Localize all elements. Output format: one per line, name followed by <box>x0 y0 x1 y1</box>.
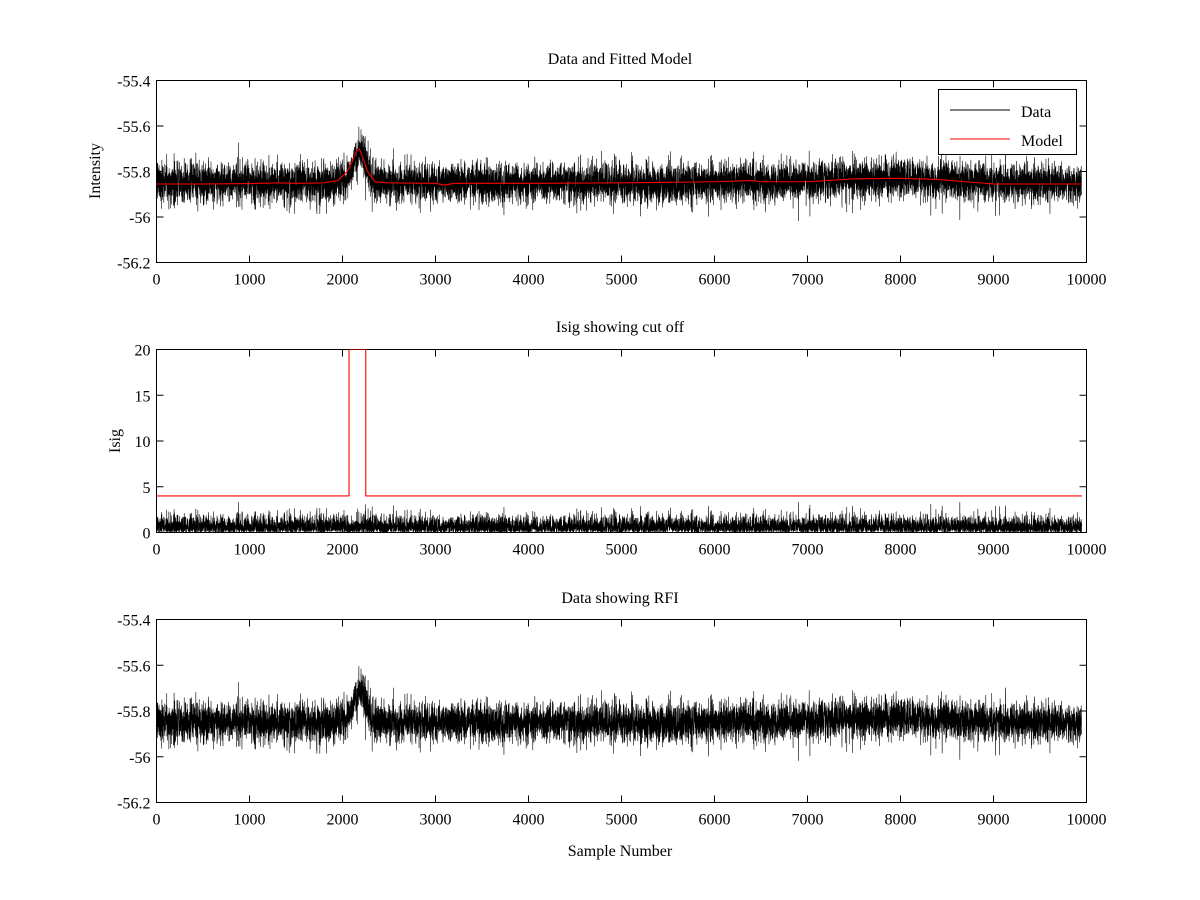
panel-title: Isig showing cut off <box>556 319 685 336</box>
series-cut-off-line <box>156 349 1082 497</box>
panel-title: Data showing RFI <box>561 590 678 607</box>
y-axis-label: Intensity <box>87 143 104 199</box>
x-tick-label: 8000 <box>885 272 917 289</box>
y-tick-label: -55.6 <box>117 119 150 136</box>
x-tick-label: 6000 <box>699 812 731 829</box>
data-fitted-model-panel: Data and Fitted Model Intensity 0 1000 200… <box>87 51 1107 289</box>
y-tick-label: 10 <box>135 434 151 451</box>
x-tick-label: 2000 <box>327 812 359 829</box>
x-tick-label: 4000 <box>513 812 545 829</box>
x-tick-label: 3000 <box>420 812 452 829</box>
legend-model-label: Model <box>1021 133 1063 150</box>
y-tick-label: -56.2 <box>117 256 150 273</box>
y-tick-label: -55.4 <box>117 74 150 91</box>
x-tick-label: 10000 <box>1067 542 1107 559</box>
x-tick-label: 7000 <box>792 272 824 289</box>
series-isig-line <box>156 502 1083 533</box>
x-tick-label: 4000 <box>513 542 545 559</box>
x-tick-label: 2000 <box>327 272 359 289</box>
y-tick-label: 15 <box>135 388 151 405</box>
x-tick-label: 5000 <box>606 272 638 289</box>
y-tick-label: 5 <box>143 480 151 497</box>
panel-title: Data and Fitted Model <box>548 51 693 68</box>
x-tick-label: 1000 <box>234 542 266 559</box>
y-tick-label: -56 <box>129 210 150 227</box>
series-data-line <box>156 665 1083 761</box>
x-tick-label: 1000 <box>234 272 266 289</box>
x-tick-label: 8000 <box>885 812 917 829</box>
y-tick-label: -55.6 <box>117 658 150 675</box>
plot-area <box>156 349 1087 533</box>
legend: Data Model <box>938 89 1077 155</box>
x-tick-label: 3000 <box>420 272 452 289</box>
x-tick-label: 3000 <box>420 542 452 559</box>
x-tick-label: 6000 <box>699 272 731 289</box>
data-rfi-panel: Data showing RFI 0 1000 2000 3000 4000 5000 60… <box>117 590 1106 860</box>
y-tick-label: 0 <box>143 526 151 543</box>
x-tick-label: 10000 <box>1067 812 1107 829</box>
y-axis-label: Isig <box>107 429 124 453</box>
x-tick-label: 10000 <box>1067 272 1107 289</box>
x-tick-label: 5000 <box>606 812 638 829</box>
x-tick-label: 2000 <box>327 542 359 559</box>
legend-data-label: Data <box>1021 104 1051 121</box>
y-tick-label: -56.2 <box>117 796 150 813</box>
x-axis-label: Sample Number <box>568 843 673 860</box>
x-tick-label: 9000 <box>978 272 1010 289</box>
y-tick-label: -55.8 <box>117 165 150 182</box>
x-tick-label: 7000 <box>792 542 824 559</box>
x-tick-label: 0 <box>153 272 161 289</box>
x-tick-label: 6000 <box>699 542 731 559</box>
y-tick-label: -55.4 <box>117 613 150 630</box>
isig-cutoff-panel: Isig showing cut off Isig 0 1000 2000 3000 4… <box>107 319 1107 559</box>
x-tick-label: 8000 <box>885 542 917 559</box>
x-tick-label: 0 <box>153 542 161 559</box>
y-tick-label: -55.8 <box>117 704 150 721</box>
y-tick-label: -56 <box>129 750 150 767</box>
x-tick-label: 9000 <box>978 812 1010 829</box>
x-tick-label: 4000 <box>513 272 545 289</box>
x-tick-label: 0 <box>153 812 161 829</box>
y-tick-label: 20 <box>135 343 151 360</box>
x-tick-label: 1000 <box>234 812 266 829</box>
x-tick-label: 9000 <box>978 542 1010 559</box>
x-tick-label: 5000 <box>606 542 638 559</box>
series-model-line <box>156 148 1082 186</box>
x-tick-label: 7000 <box>792 812 824 829</box>
legend-box <box>938 89 1077 155</box>
